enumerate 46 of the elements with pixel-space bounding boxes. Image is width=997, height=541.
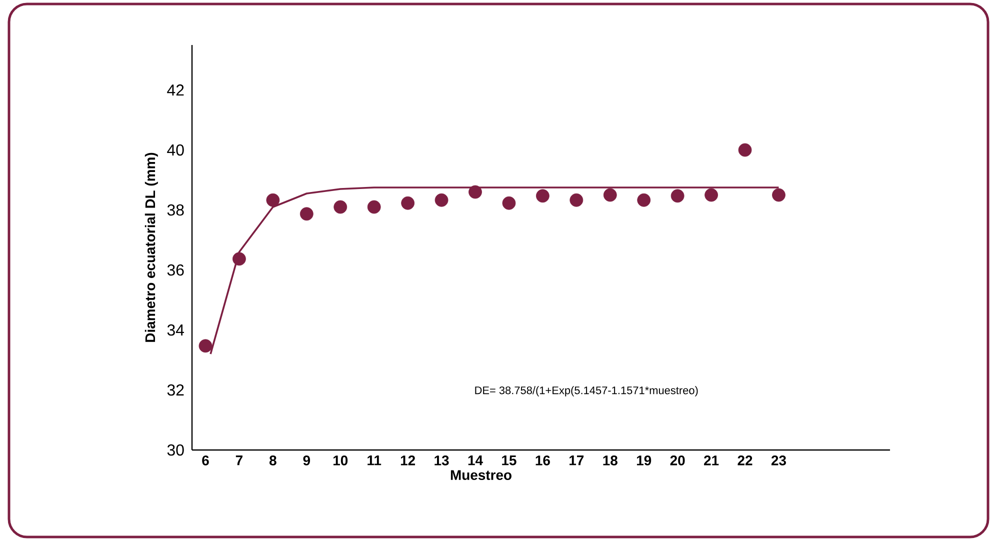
x-tick-label: 8 xyxy=(269,456,276,466)
y-tick-label: 38 xyxy=(167,204,184,216)
point xyxy=(772,188,786,202)
annotation: DE= 38.758/(1+Exp(5.1457-1.1571*muestreo) xyxy=(475,386,698,396)
y-tick-label: 40 xyxy=(167,144,184,156)
point xyxy=(401,196,415,210)
point xyxy=(434,193,448,207)
x-tick-label: 6 xyxy=(202,456,209,466)
point xyxy=(704,188,718,202)
point xyxy=(198,339,212,353)
y-tick-label: 42 xyxy=(167,84,184,96)
x-tick-label: 17 xyxy=(570,456,584,466)
point xyxy=(266,193,280,207)
x-tick-label: 10 xyxy=(333,456,348,466)
y-tick-label: 34 xyxy=(167,324,184,336)
point xyxy=(502,196,516,210)
point xyxy=(468,185,482,199)
point xyxy=(570,193,584,207)
x-tick-label: 19 xyxy=(636,456,652,466)
point xyxy=(738,143,752,157)
x-tick-label: 18 xyxy=(603,456,618,466)
y-tick-label: 36 xyxy=(167,264,184,276)
x-tick-label: 15 xyxy=(502,456,516,466)
y-tick-label: 30 xyxy=(167,444,184,456)
x-tick-label: 9 xyxy=(303,456,310,466)
x-tick-label: 14 xyxy=(468,456,483,466)
point xyxy=(536,189,550,203)
point xyxy=(367,200,381,214)
point xyxy=(603,188,617,202)
x-tick-label: 16 xyxy=(536,456,550,466)
point xyxy=(334,200,348,214)
x-tick-label: 23 xyxy=(771,456,786,466)
x-tick-label: 7 xyxy=(236,456,242,466)
x-tick-label: 21 xyxy=(704,456,719,466)
point xyxy=(300,207,314,221)
x-tick-label: 13 xyxy=(434,456,449,466)
x-tick-label: 22 xyxy=(738,456,752,466)
y-tick-label: 32 xyxy=(167,384,184,396)
point xyxy=(670,189,684,203)
point xyxy=(232,252,246,266)
x-tick-label: 11 xyxy=(368,456,382,466)
x-tick-label: 20 xyxy=(670,456,685,466)
y-axis-title: Diametro ecuatorial DL (mm) xyxy=(144,152,158,342)
point xyxy=(637,193,651,207)
x-axis-title: Muestreo xyxy=(450,470,512,480)
x-tick-label: 12 xyxy=(400,456,416,466)
